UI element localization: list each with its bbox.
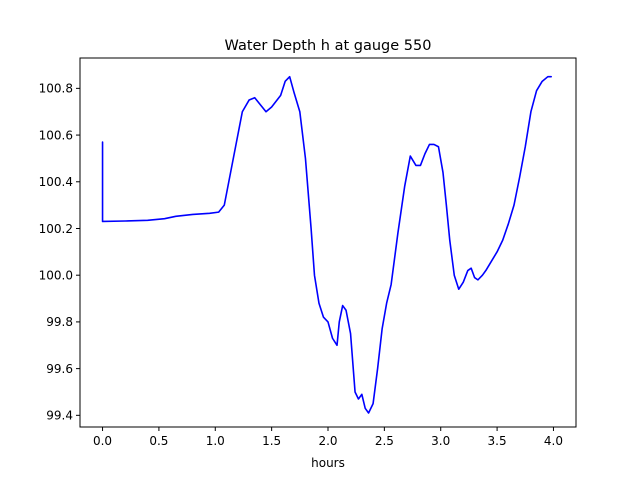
chart-title: Water Depth h at gauge 550 <box>225 38 432 54</box>
x-tick-label: 0.0 <box>93 434 112 448</box>
series-line-1 <box>101 75 553 414</box>
y-tick-label: 100.6 <box>39 128 73 142</box>
y-tick-label: 99.6 <box>46 362 73 376</box>
plot-marks <box>101 75 553 414</box>
x-tick-label: 0.5 <box>149 434 168 448</box>
y-tick-label: 100.4 <box>39 175 73 189</box>
x-tick-label: 3.5 <box>488 434 507 448</box>
y-tick-label: 100.2 <box>39 222 73 236</box>
x-tick-label: 2.5 <box>375 434 394 448</box>
x-axis-label: hours <box>311 456 345 470</box>
x-axis: 0.0 0.5 1.0 1.5 2.0 2.5 3.0 3.5 4.0 <box>93 427 563 448</box>
x-tick-label: 1.5 <box>262 434 281 448</box>
x-tick-label: 3.0 <box>431 434 450 448</box>
y-axis: 99.4 99.6 99.8 100.0 100.2 100.4 100.6 100.8 <box>39 82 80 423</box>
y-tick-label: 100.8 <box>39 82 73 96</box>
y-tick-label: 99.4 <box>46 409 73 423</box>
y-tick-label: 100.0 <box>39 268 73 282</box>
x-tick-label: 2.0 <box>318 434 337 448</box>
x-tick-label: 4.0 <box>544 434 563 448</box>
y-tick-label: 99.8 <box>46 315 73 329</box>
x-tick-label: 1.0 <box>206 434 225 448</box>
